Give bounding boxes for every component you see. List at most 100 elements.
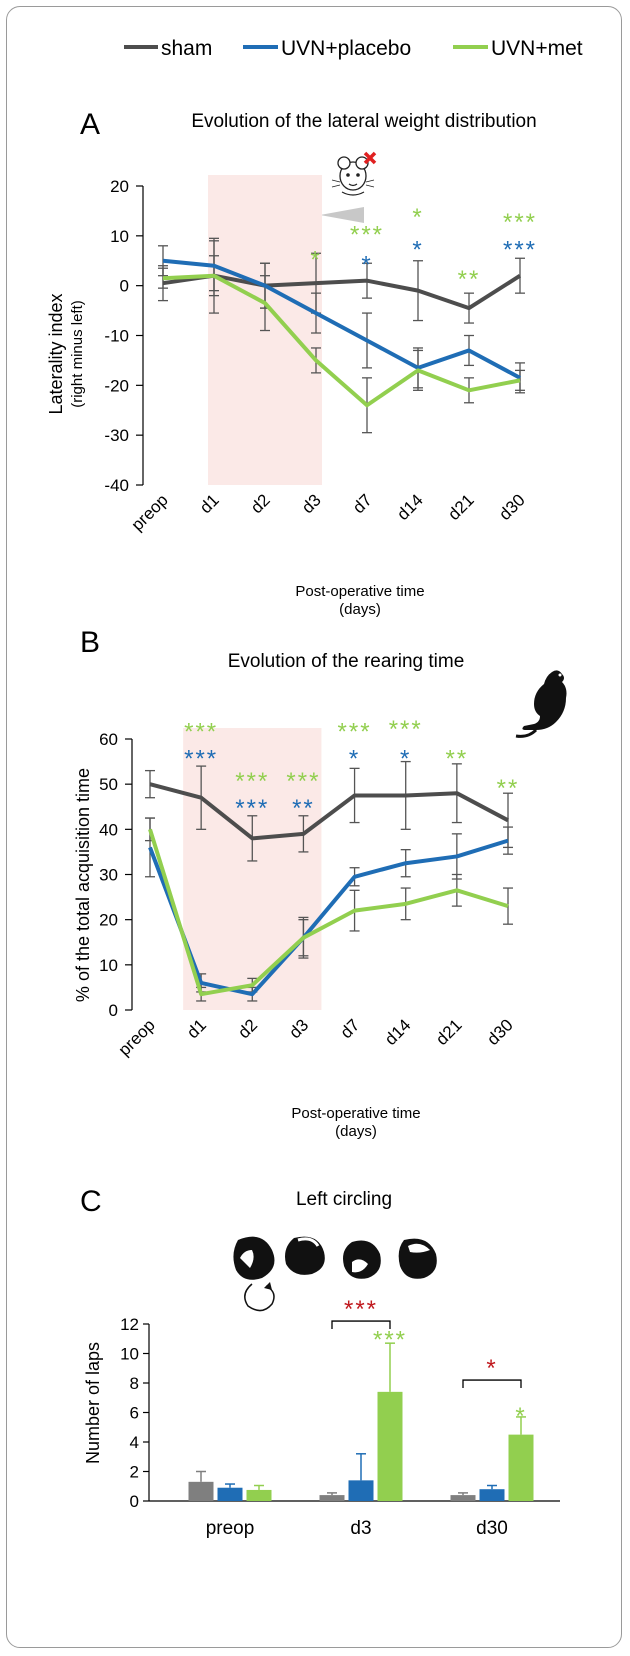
gradient-wedge-icon <box>320 207 364 223</box>
post-operative-shaded-region <box>183 728 322 1010</box>
series-line-sham <box>149 782 509 841</box>
significance-stars-placebo: *** <box>184 746 218 773</box>
bar-placebo <box>217 1487 243 1501</box>
panel-letter-a: A <box>80 108 100 141</box>
y-tick-label: 12 <box>120 1315 139 1334</box>
panel-b-ylabel: % of the total acquisition time <box>73 768 93 1002</box>
legend-label-placebo: UVN+placebo <box>281 37 411 60</box>
x-tick-label: d2 <box>247 490 274 517</box>
panel-a-xlabel-sub: (days) <box>339 601 381 618</box>
y-tick-label: 0 <box>120 277 129 296</box>
rat-silhouette-icon <box>515 670 567 738</box>
significance-stars-met: ** <box>446 746 469 773</box>
y-tick-label: 8 <box>130 1374 139 1393</box>
significance-stars-met: *** <box>286 768 320 795</box>
x-tick-label: d14 <box>381 1015 414 1048</box>
significance-stars-placebo: * <box>412 236 423 263</box>
comparison-bracket <box>462 1379 522 1389</box>
significance-stars-met: *** <box>338 718 372 745</box>
significance-stars-met: ** <box>458 266 481 293</box>
significance-stars-met: * <box>412 204 423 231</box>
significance-stars-placebo: * <box>349 746 360 773</box>
x-tick-label: preop <box>115 1015 159 1059</box>
bar-placebo <box>479 1489 505 1501</box>
rat-head-icon <box>331 156 375 196</box>
significance-stars-met: *** <box>235 768 269 795</box>
series-line-placebo <box>162 258 521 380</box>
y-tick-label: 0 <box>109 1001 118 1020</box>
panel-c-ylabel: Number of laps <box>83 1342 103 1464</box>
y-tick-label: -20 <box>104 376 129 395</box>
series-line-met <box>162 273 521 408</box>
y-tick-label: 20 <box>110 177 129 196</box>
y-tick-label: -30 <box>104 426 129 445</box>
panel-c-title: Left circling <box>296 1189 392 1210</box>
bar-sham <box>188 1481 214 1501</box>
legend: sham UVN+placebo UVN+met <box>124 37 583 60</box>
y-tick-label: 6 <box>130 1404 139 1423</box>
circling-rats-illustration <box>233 1236 437 1312</box>
panel-a-xlabel: Post-operative time <box>295 583 424 600</box>
significance-stars-met: *** <box>350 221 384 248</box>
x-tick-label: d7 <box>349 490 376 517</box>
panel-a-ylabel: Laterality index <box>46 293 66 414</box>
significance-stars-placebo: * <box>361 251 372 278</box>
significance-stars-placebo: *** <box>503 236 537 263</box>
significance-stars-bracket: *** <box>344 1296 378 1323</box>
significance-stars-met: *** <box>389 716 423 743</box>
x-tick-label: d21 <box>444 490 477 523</box>
legend-label-sham: sham <box>161 37 212 60</box>
y-tick-label: 4 <box>130 1433 139 1452</box>
y-tick-label: 10 <box>120 1345 139 1364</box>
x-tick-label: preop <box>206 1518 255 1539</box>
x-tick-label: d3 <box>350 1518 371 1539</box>
significance-stars-met: *** <box>503 209 537 236</box>
x-tick-label: d1 <box>196 490 223 517</box>
y-tick-label: 10 <box>110 227 129 246</box>
y-tick-label: 30 <box>99 866 118 885</box>
panel-b-title: Evolution of the rearing time <box>228 651 465 672</box>
bar-met <box>246 1489 272 1501</box>
x-tick-label: d30 <box>495 490 528 523</box>
significance-stars-placebo: ** <box>292 795 315 822</box>
y-tick-label: 2 <box>130 1463 139 1482</box>
significance-stars-placebo: *** <box>235 795 269 822</box>
x-tick-label: d14 <box>393 490 426 523</box>
bar-met <box>508 1434 534 1501</box>
x-tick-label: d7 <box>337 1015 364 1042</box>
y-tick-label: 20 <box>99 911 118 930</box>
y-tick-label: 0 <box>130 1492 139 1511</box>
bar-sham <box>319 1495 345 1501</box>
significance-stars-bracket: * <box>486 1355 497 1382</box>
significance-stars-met: * <box>515 1403 526 1430</box>
significance-stars-met: *** <box>184 718 218 745</box>
significance-stars-placebo: * <box>400 746 411 773</box>
panel-b-xlabel: Post-operative time <box>291 1105 420 1122</box>
bar-sham <box>450 1495 476 1501</box>
comparison-bracket <box>331 1320 391 1330</box>
x-tick-label: d3 <box>298 490 325 517</box>
y-tick-label: -10 <box>104 327 129 346</box>
x-tick-label: d3 <box>285 1015 312 1042</box>
bar-placebo <box>348 1480 374 1501</box>
significance-stars-met: * <box>310 246 321 273</box>
series-line-placebo <box>148 838 509 997</box>
y-tick-label: 50 <box>99 775 118 794</box>
x-tick-label: d21 <box>432 1015 465 1048</box>
x-tick-label: preop <box>128 490 172 534</box>
panel-a-title: Evolution of the lateral weight distribu… <box>191 111 536 132</box>
panel-b-xlabel-sub: (days) <box>335 1123 377 1140</box>
significance-stars-met: ** <box>497 775 520 802</box>
y-tick-label: 60 <box>99 730 118 749</box>
lesion-cross-icon <box>363 151 377 165</box>
legend-label-met: UVN+met <box>491 37 583 60</box>
significance-stars-met: *** <box>373 1326 407 1353</box>
panel-letter-b: B <box>80 626 100 659</box>
panel-a-ylabel-sub: (right minus left) <box>69 300 86 408</box>
x-tick-label: d2 <box>234 1015 261 1042</box>
x-tick-label: d30 <box>476 1518 508 1539</box>
